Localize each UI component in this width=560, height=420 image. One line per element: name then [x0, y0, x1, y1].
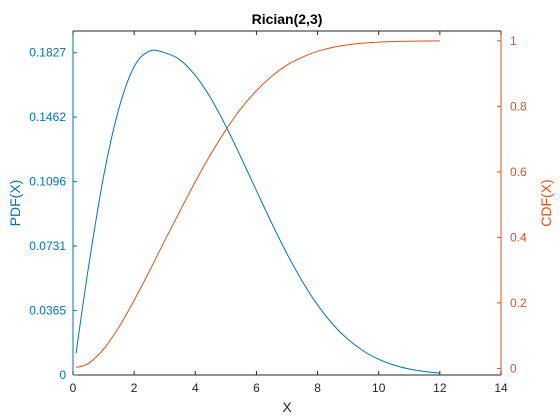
y-left-tick-label: 0.0365 [29, 304, 66, 318]
y-right-axis-label: CDF(X) [538, 179, 554, 226]
y-left-tick-label: 0.0731 [29, 239, 66, 253]
cdf-line [75, 40, 440, 368]
y-right-tick-label: 0.8 [510, 99, 527, 113]
y-left-tick-label: 0.1462 [29, 110, 66, 124]
plot-area [73, 31, 501, 375]
y-left-ticks: 0 0.0365 0.0731 0.1096 0.1462 0.1827 [29, 46, 77, 382]
pdf-line [75, 49, 440, 374]
y-right-tick-label: 0.2 [510, 296, 527, 310]
x-tick-label: 0 [70, 381, 77, 395]
x-tick-label: 8 [314, 381, 321, 395]
x-tick-label: 4 [192, 381, 199, 395]
y-right-ticks: 0 0.2 0.4 0.6 0.8 1 [497, 34, 527, 375]
x-tick-label: 12 [433, 381, 447, 395]
x-tick-label: 2 [131, 381, 138, 395]
x-tick-label: 10 [372, 381, 386, 395]
y-right-tick-label: 0 [510, 361, 517, 375]
y-right-tick-label: 1 [510, 34, 517, 48]
x-tick-label: 14 [494, 381, 508, 395]
x-axis-label: X [282, 399, 292, 415]
y-right-tick-label: 0.6 [510, 165, 527, 179]
x-ticks: 0 2 4 6 8 10 12 14 [70, 31, 508, 395]
chart-title: Rician(2,3) [252, 11, 323, 27]
pdf-series [75, 49, 440, 374]
y-left-tick-label: 0.1096 [29, 175, 66, 189]
x-tick-label: 6 [253, 381, 260, 395]
y-left-tick-label: 0 [59, 368, 66, 382]
y-left-axis-label: PDF(X) [7, 180, 23, 227]
y-right-tick-label: 0.4 [510, 230, 527, 244]
y-left-tick-label: 0.1827 [29, 46, 66, 60]
cdf-series [75, 40, 440, 368]
